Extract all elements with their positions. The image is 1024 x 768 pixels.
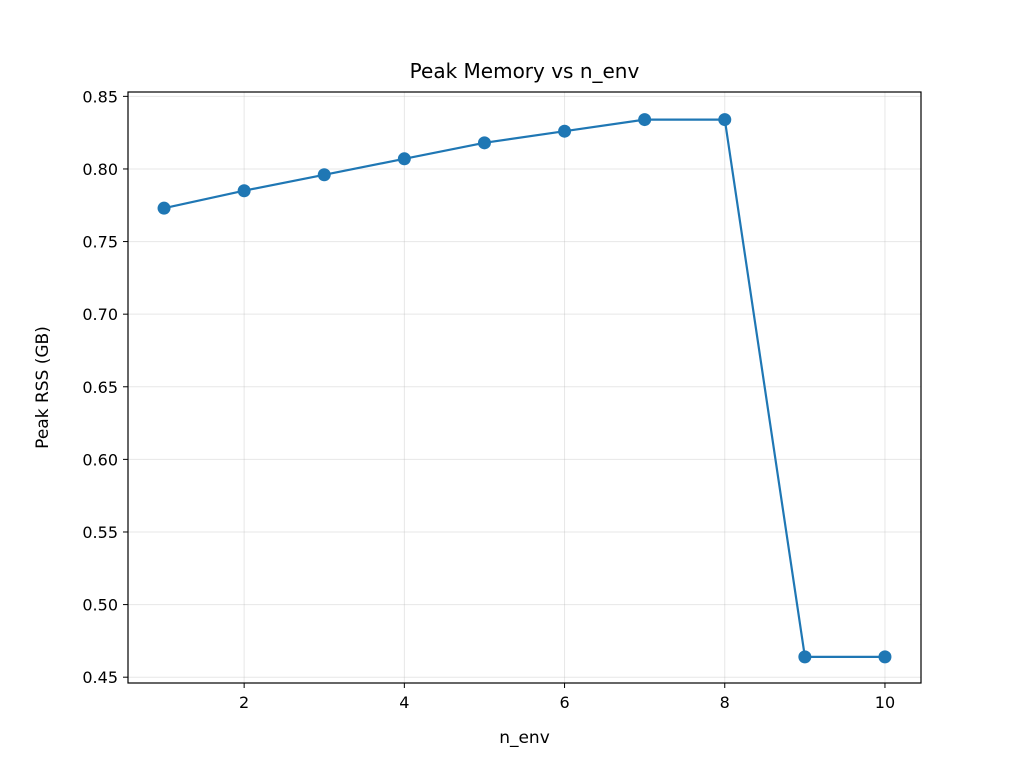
y-tick-label: 0.70 [82,305,118,324]
y-tick-label: 0.60 [82,450,118,469]
y-tick-label: 0.65 [82,378,118,397]
x-tick-label: 6 [559,693,569,712]
series-layer [157,113,892,664]
plot-frame [127,91,922,684]
tick-layer: 2 4 6 8 10 0.45 0.50 0.55 0.60 0.65 0.70 0.75 0.80 0.… [82,87,895,712]
y-tick-label: 0.80 [82,160,118,179]
y-axis-label: Peak RSS (GB) [33,326,53,449]
x-tick-label: 4 [399,693,409,712]
x-axis-label: n_env [499,728,550,748]
series-line [163,118,885,659]
data-point [157,201,171,215]
grid-layer [128,92,921,683]
x-tick-label: 8 [720,693,730,712]
y-tick-label: 0.45 [82,668,118,687]
data-point [237,184,251,198]
y-tick-label: 0.85 [82,87,118,106]
chart-title: Peak Memory vs n_env [410,59,640,83]
data-point [477,136,491,150]
data-point [798,650,812,664]
data-point [718,113,732,127]
y-tick-label: 0.55 [82,523,118,542]
x-tick-label: 2 [239,693,249,712]
data-point [878,650,892,664]
data-point [317,168,331,182]
data-point [638,113,652,127]
y-tick-label: 0.50 [82,596,118,615]
data-point [558,124,572,138]
data-point [397,152,411,166]
x-tick-label: 10 [875,693,895,712]
y-tick-label: 0.75 [82,233,118,252]
